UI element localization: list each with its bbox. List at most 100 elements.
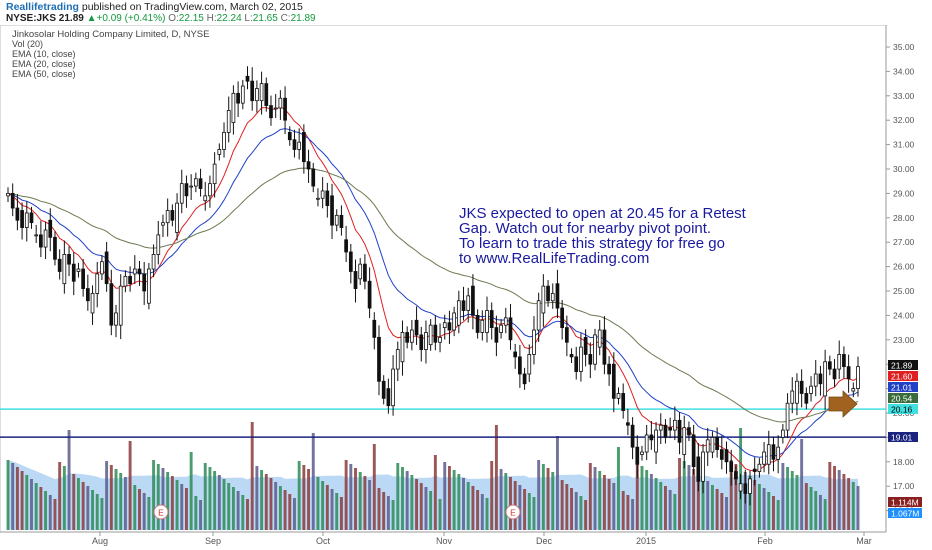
candle-body (809, 385, 813, 394)
arrow-icon[interactable] (828, 390, 858, 418)
candle-body (104, 251, 109, 285)
candle-body (851, 388, 856, 392)
candle-body (541, 285, 546, 314)
legend-item: Vol (20) (12, 39, 43, 49)
candle-body (231, 92, 236, 124)
volume-bar (15, 467, 19, 530)
volume-tag-bg (888, 508, 922, 518)
candle-body (240, 85, 245, 104)
y-tick-label: 26.00 (893, 262, 915, 272)
candle-body (428, 324, 433, 346)
volume-bar (358, 472, 362, 530)
annotation-line: to www.RealLifeTrading.com (459, 250, 649, 267)
legend-title: Jinkosolar Holding Company Limited, D, N… (12, 29, 209, 40)
volume-bar (814, 491, 818, 530)
volume-bar (382, 492, 386, 530)
x-tick-label: Dec (536, 536, 553, 546)
volume-bar (222, 479, 226, 530)
volume-bar (818, 495, 822, 530)
volume-bar (368, 480, 372, 530)
volume-bar (462, 478, 465, 530)
volume-bar (631, 499, 635, 530)
volume-bar (471, 486, 475, 530)
candle-body (569, 354, 574, 358)
candle-body (480, 319, 485, 333)
candle-body (522, 373, 527, 385)
volume-bar (152, 460, 156, 530)
candle-body (334, 214, 339, 226)
candle-body (626, 422, 630, 426)
candle-body (752, 468, 757, 472)
volume-bar (823, 499, 827, 530)
volume-bar (410, 475, 414, 530)
annotation-text[interactable]: JKS expected to open at 20.45 for a Rete… (459, 205, 747, 267)
candle-body (245, 75, 250, 82)
volume-bar (72, 474, 76, 530)
candle-body (710, 436, 715, 453)
candle-body (259, 83, 264, 102)
close-label: C: (280, 13, 291, 24)
volume-bar (354, 468, 357, 530)
volume-bar (607, 479, 611, 530)
volume-bar (621, 491, 625, 530)
candle-body (804, 393, 809, 404)
volume-bar (199, 500, 202, 530)
volume-bar (828, 462, 832, 530)
horizontal-levels[interactable] (0, 408, 886, 438)
candle-body (672, 419, 677, 431)
volume-bar (837, 470, 841, 530)
volume-tag-bg (888, 497, 922, 507)
candle-body (39, 234, 43, 248)
published-text: published on TradingView.com, March 02, … (81, 1, 303, 13)
y-tick-label: 33.00 (893, 91, 915, 101)
volume-bar (194, 496, 198, 530)
volume-bar (833, 466, 836, 530)
author-link[interactable]: Reallifetrading (6, 1, 79, 13)
volume-tag-label: 1.114M (891, 498, 919, 508)
volume-bar (856, 486, 860, 530)
candle-body (250, 80, 255, 102)
volume-bar (579, 496, 583, 530)
volume-bar (438, 499, 442, 530)
price-change: +0.09 (+0.41%) (96, 13, 166, 24)
candle-body (419, 334, 424, 350)
volume-bar (701, 477, 705, 530)
volume-bar (584, 500, 588, 530)
volume-bar (452, 470, 456, 530)
candle-body (447, 322, 452, 331)
volume-bar (518, 485, 522, 530)
volume-bar (6, 460, 10, 530)
candle-body (640, 451, 644, 455)
volume-bar (401, 467, 404, 530)
price-chart[interactable]: 35.00 34.00 33.00 32.00 31.00 30.00 29.00 28.00… (0, 25, 932, 550)
symbol-label: NYSE:JKS (6, 13, 57, 24)
volume-bar (696, 473, 700, 530)
volume-bar (25, 475, 29, 530)
volume-bar (809, 487, 813, 530)
open-label: O: (168, 13, 179, 24)
volume-bar (114, 469, 118, 530)
price-axis-ticks: 35.00 34.00 33.00 32.00 31.00 30.00 29.00 28.00… (886, 42, 915, 516)
volume-bar (396, 463, 400, 530)
open-value: 22.15 (178, 13, 204, 24)
volume-bar (424, 487, 428, 530)
annotation-line: To learn to trade this strategy for free… (459, 235, 725, 252)
candle-body (842, 354, 846, 368)
candle-body (729, 461, 734, 472)
volume-bar (34, 483, 38, 530)
candle-body (705, 439, 710, 453)
volume-bar (30, 479, 33, 530)
annotation-line: Gap. Watch out for nearby pivot point. (459, 220, 711, 237)
candle-body (499, 324, 503, 333)
volume-bar (67, 430, 71, 530)
volume-bar (311, 433, 315, 530)
candle-body (114, 312, 118, 326)
candle-body (837, 354, 842, 370)
x-tick-label: Aug (92, 536, 108, 546)
volume-bar (330, 489, 334, 530)
volume-bar (128, 441, 132, 530)
candle-body (208, 183, 212, 197)
volume-bar (48, 495, 52, 530)
volume-bar (673, 494, 677, 530)
